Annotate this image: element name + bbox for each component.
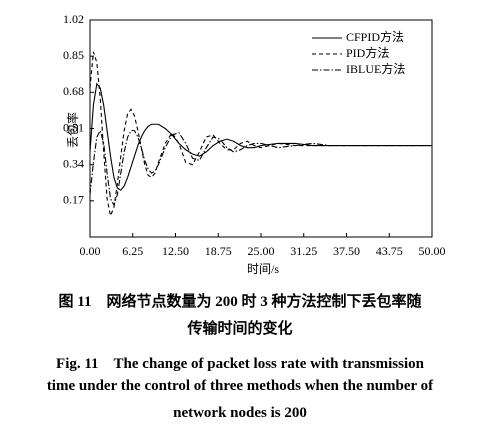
y-tick-label: 1.02	[63, 12, 84, 26]
caption-line: time under the control of three methods …	[46, 378, 434, 394]
y-tick-label: 0.17	[63, 193, 84, 207]
y-tick-label: 0.85	[63, 48, 84, 62]
x-tick-label: 50.00	[419, 244, 446, 258]
caption-line: 传输时间的变化	[187, 321, 293, 337]
legend-label: IBLUE方法	[346, 61, 405, 76]
y-tick-label: 0.34	[63, 156, 84, 170]
y-axis-label: 丢包率	[65, 112, 80, 148]
x-tick-label: 18.75	[205, 244, 232, 258]
x-axis-label: 时间/s	[247, 262, 279, 276]
x-tick-label: 6.25	[122, 244, 143, 258]
y-tick-label: 0.68	[63, 84, 84, 98]
x-tick-label: 43.75	[376, 244, 403, 258]
series-line	[89, 129, 432, 207]
series-line	[89, 82, 432, 191]
x-tick-label: 25.00	[248, 244, 275, 258]
caption-line: network nodes is 200	[173, 405, 307, 421]
x-tick-label: 31.25	[290, 244, 317, 258]
caption-line: 图 11 网络节点数量为 200 时 3 种方法控制下丢包率随	[58, 294, 422, 310]
y-tick-label: 0.51	[63, 120, 84, 134]
x-tick-label: 0.00	[80, 244, 101, 258]
legend-label: PID方法	[346, 45, 389, 60]
series-line	[89, 51, 432, 218]
x-tick-label: 12.50	[162, 244, 189, 258]
legend-label: CFPID方法	[346, 29, 404, 44]
chart: 时间/s 丢包率 0.17 0.34 0.51 0.68 0.85 1.02 0.00 6.2…	[63, 12, 446, 276]
x-tick-label: 37.50	[333, 244, 360, 258]
caption-line: Fig. 11 The change of packet loss rate w…	[56, 356, 424, 372]
